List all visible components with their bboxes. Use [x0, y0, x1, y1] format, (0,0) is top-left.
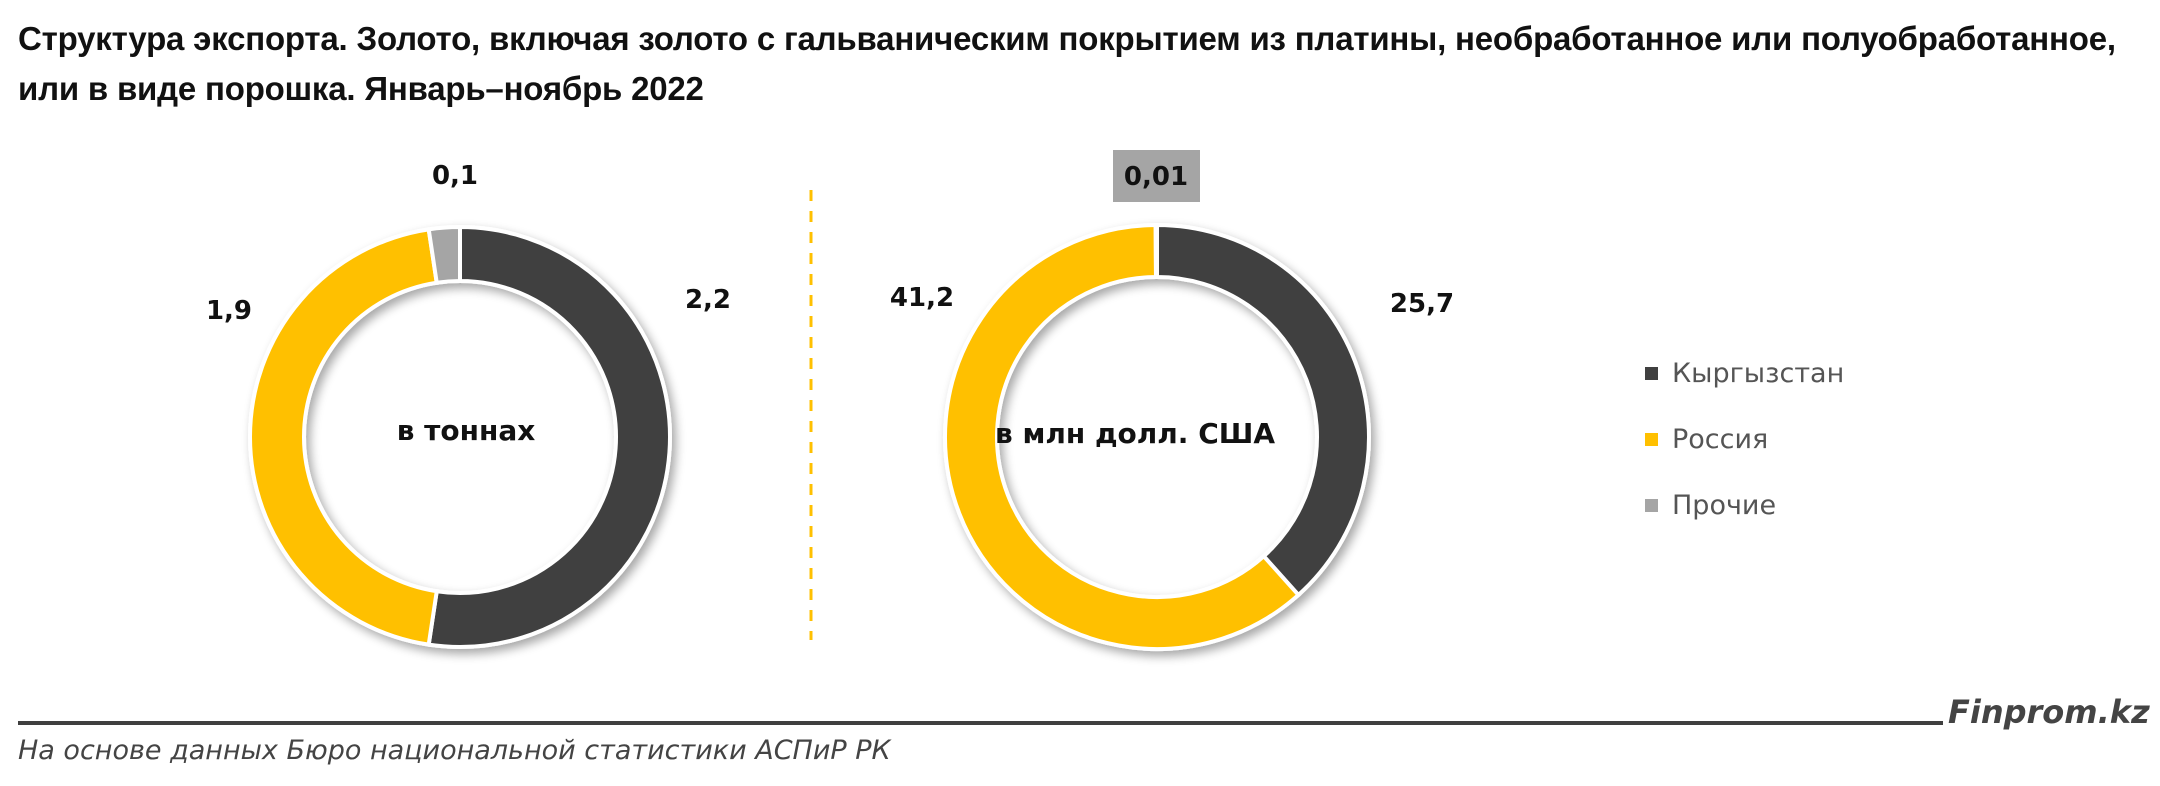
data-label-russia-tonnes: 1,9 — [206, 296, 252, 326]
legend-item-kyrgyzstan: Кыргызстан — [1645, 340, 1844, 406]
donut-segment-russia — [943, 222, 1302, 651]
donut-segment-russia — [248, 227, 440, 647]
data-label-kyrgyzstan-tonnes: 2,2 — [685, 285, 731, 315]
legend-swatch-icon — [1645, 366, 1658, 380]
legend-label: Прочие — [1672, 489, 1777, 521]
legend-swatch-icon — [1645, 498, 1658, 512]
donut-chart-tonnes — [248, 224, 672, 649]
data-label-kyrgyzstan-usd: 25,7 — [1390, 289, 1454, 319]
legend-item-russia: Россия — [1645, 406, 1844, 472]
footer-divider — [18, 721, 1943, 725]
data-label-other-usd: 0,01 — [1124, 162, 1188, 192]
donut-segment-kyrgyzstan — [426, 224, 672, 649]
donut-chart-usd — [943, 222, 1371, 651]
chart-legend: Кыргызстан Россия Прочие — [1645, 340, 1844, 538]
legend-label: Россия — [1672, 423, 1769, 455]
legend-item-other: Прочие — [1645, 472, 1844, 538]
data-label-russia-usd: 41,2 — [890, 283, 954, 313]
source-note: На основе данных Бюро национальной стати… — [18, 735, 891, 766]
legend-swatch-icon — [1645, 432, 1658, 446]
donut-center-label-usd: в млн долл. США — [995, 417, 1275, 450]
data-label-box-other-usd — [1113, 150, 1200, 202]
data-label-other-tonnes: 0,1 — [432, 161, 478, 191]
brand-logo: Finprom.kz — [1948, 693, 2150, 731]
legend-label: Кыргызстан — [1672, 357, 1845, 389]
donut-segment-other — [426, 224, 462, 286]
donut-segment-kyrgyzstan — [1155, 222, 1371, 598]
donut-segment-other — [1153, 222, 1159, 280]
donut-center-label-tonnes: в тоннах — [397, 414, 536, 447]
chart-title: Структура экспорта. Золото, включая золо… — [18, 20, 2116, 107]
